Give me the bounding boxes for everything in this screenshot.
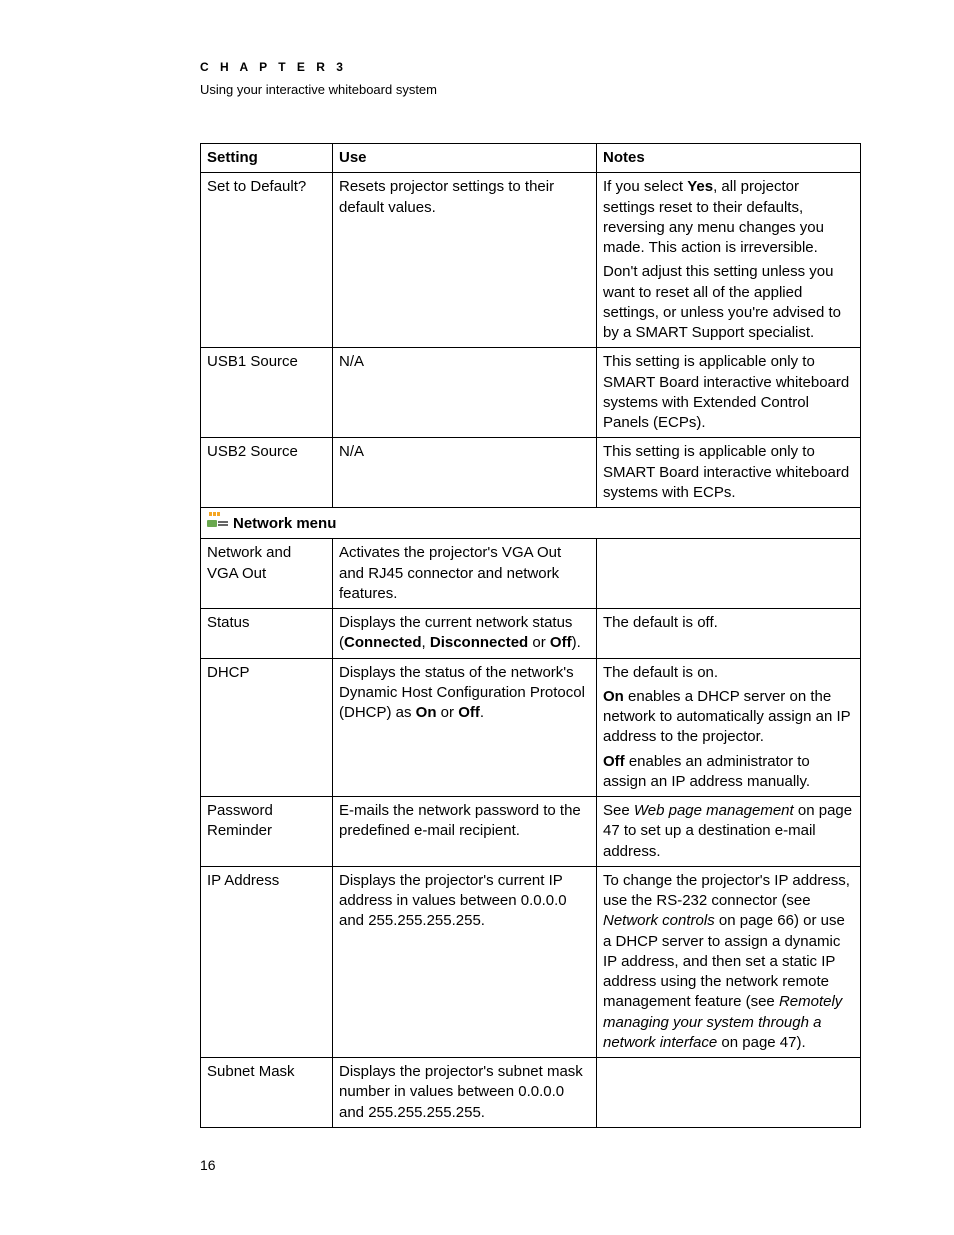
cell-setting: Network and VGA Out [201,539,333,609]
cell-setting: DHCP [201,658,333,797]
section-row-network: Network menu [201,508,861,539]
chapter-subtitle: Using your interactive whiteboard system [200,82,864,97]
cell-notes [597,539,861,609]
table-row: Subnet Mask Displays the projector's sub… [201,1058,861,1128]
cell-notes: This setting is applicable only to SMART… [597,348,861,438]
cell-notes: See Web page management on page 47 to se… [597,797,861,867]
network-icon [207,512,229,534]
cell-use: Displays the current network status (Con… [333,609,597,659]
cell-notes: The default is off. [597,609,861,659]
cell-setting: USB1 Source [201,348,333,438]
cell-notes [597,1058,861,1128]
document-page: C H A P T E R 3 Using your interactive w… [0,0,954,1235]
cell-setting: IP Address [201,866,333,1057]
cell-use: N/A [333,348,597,438]
col-setting: Setting [201,144,333,173]
cell-notes: If you select Yes, all projector setting… [597,173,861,348]
table-row: IP Address Displays the projector's curr… [201,866,861,1057]
page-number: 16 [200,1157,216,1173]
settings-table: Setting Use Notes Set to Default? Resets… [200,143,861,1128]
cell-use: E-mails the network password to the pred… [333,797,597,867]
section-label: Network menu [233,514,336,534]
cell-notes: This setting is applicable only to SMART… [597,438,861,508]
cell-setting: Set to Default? [201,173,333,348]
cell-use: Displays the status of the network's Dyn… [333,658,597,797]
cell-use: Activates the projector's VGA Out and RJ… [333,539,597,609]
cell-use: N/A [333,438,597,508]
table-row: Set to Default? Resets projector setting… [201,173,861,348]
col-use: Use [333,144,597,173]
cell-setting: Password Reminder [201,797,333,867]
cell-setting: Status [201,609,333,659]
col-notes: Notes [597,144,861,173]
cell-setting: USB2 Source [201,438,333,508]
table-header-row: Setting Use Notes [201,144,861,173]
cell-use: Resets projector settings to their defau… [333,173,597,348]
chapter-label: C H A P T E R 3 [200,60,864,74]
table-row: Status Displays the current network stat… [201,609,861,659]
table-row: Password Reminder E-mails the network pa… [201,797,861,867]
cell-setting: Subnet Mask [201,1058,333,1128]
table-row: USB1 Source N/A This setting is applicab… [201,348,861,438]
table-row: Network and VGA Out Activates the projec… [201,539,861,609]
cell-notes: The default is on. On enables a DHCP ser… [597,658,861,797]
table-row: USB2 Source N/A This setting is applicab… [201,438,861,508]
cell-notes: To change the projector's IP address, us… [597,866,861,1057]
section-cell: Network menu [201,508,861,539]
cell-use: Displays the projector's subnet mask num… [333,1058,597,1128]
table-row: DHCP Displays the status of the network'… [201,658,861,797]
cell-use: Displays the projector's current IP addr… [333,866,597,1057]
